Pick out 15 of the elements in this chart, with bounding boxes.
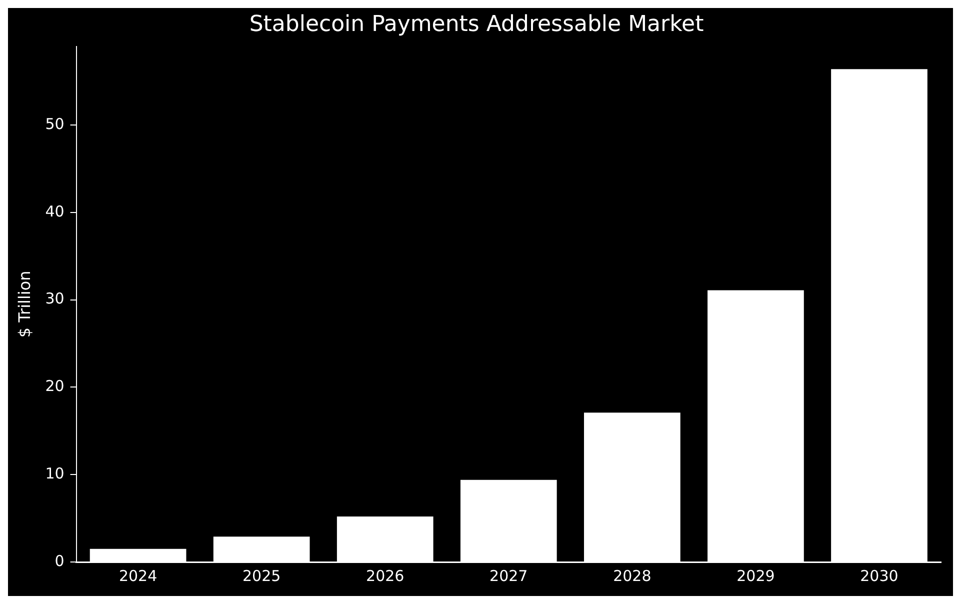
y-axis-title: $ Trillion — [14, 270, 34, 338]
x-tick-label: 2027 — [490, 566, 528, 585]
x-tick-label: 2030 — [860, 566, 898, 585]
y-tick-label: 50 — [45, 114, 64, 133]
y-tick-label: 0 — [54, 552, 64, 570]
x-tick-label: 2025 — [242, 566, 281, 585]
x-tick-label: 2026 — [366, 566, 404, 585]
y-tick-label: 30 — [45, 290, 64, 308]
y-tick-label: 40 — [45, 202, 64, 220]
x-tick-label: 2029 — [736, 566, 775, 585]
y-tick-label: 20 — [45, 377, 64, 396]
y-tick-label: 10 — [45, 464, 64, 482]
x-tick-label: 2024 — [118, 566, 158, 585]
chart-title: Stablecoin Payments Addressable Market — [249, 12, 704, 37]
x-tick-label: 2028 — [613, 566, 652, 585]
